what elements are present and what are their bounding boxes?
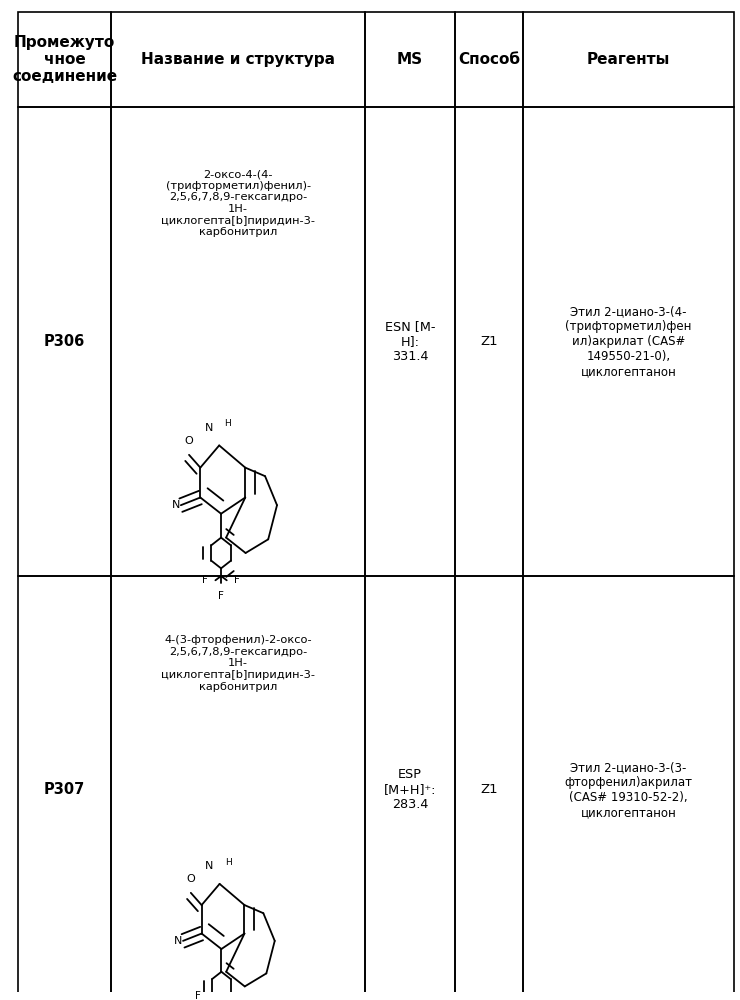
Text: 2-оксо-4-(4-
(трифторметил)фенил)-
2,5,6,7,8,9-гексагидро-
1H-
циклогепта[b]пири: 2-оксо-4-(4- (трифторметил)фенил)- 2,5,6…: [161, 169, 315, 237]
Text: MS: MS: [397, 52, 423, 67]
Text: O: O: [185, 436, 193, 446]
Bar: [111, 107, 366, 576]
Text: O: O: [186, 874, 195, 884]
Bar: [18, 107, 111, 576]
Text: Реагенты: Реагенты: [587, 52, 670, 67]
Bar: [111, 576, 366, 1000]
Text: Z1: Z1: [480, 335, 498, 348]
Bar: [523, 576, 734, 1000]
Text: P306: P306: [44, 334, 85, 349]
Bar: [366, 107, 455, 576]
Text: Этил 2-циано-3-(3-
фторфенил)акрилат
(CAS# 19310-52-2),
циклогептанон: Этил 2-циано-3-(3- фторфенил)акрилат (CA…: [565, 761, 693, 819]
Text: F: F: [202, 575, 208, 585]
Bar: [455, 107, 523, 576]
Text: F: F: [195, 991, 201, 1000]
Bar: [18, 12, 111, 107]
Text: Промежуто
чное
соединение: Промежуто чное соединение: [12, 35, 117, 84]
Bar: [523, 12, 734, 107]
Bar: [366, 12, 455, 107]
Text: N: N: [172, 500, 180, 510]
Bar: [455, 12, 523, 107]
Text: N: N: [205, 423, 213, 433]
Text: H: H: [225, 858, 232, 867]
Bar: [18, 576, 111, 1000]
Bar: [366, 576, 455, 1000]
Text: N: N: [174, 936, 182, 946]
Text: Этил 2-циано-3-(4-
(трифторметил)фен
ил)акрилат (CAS#
149550-21-0),
циклогептано: Этил 2-циано-3-(4- (трифторметил)фен ил)…: [565, 305, 692, 378]
Text: 4-(3-фторфенил)-2-оксо-
2,5,6,7,8,9-гексагидро-
1H-
циклогепта[b]пиридин-3-
карб: 4-(3-фторфенил)-2-оксо- 2,5,6,7,8,9-гекс…: [161, 635, 315, 692]
Text: N: N: [205, 861, 214, 871]
Text: H: H: [224, 419, 232, 428]
Text: Способ: Способ: [458, 52, 519, 67]
Bar: [523, 107, 734, 576]
Text: F: F: [234, 575, 240, 585]
Text: Название и структура: Название и структура: [141, 52, 335, 67]
Text: F: F: [218, 591, 224, 601]
Text: ESN [M-
H]:
331.4: ESN [M- H]: 331.4: [385, 320, 435, 363]
Text: P307: P307: [44, 782, 85, 797]
Text: Z1: Z1: [480, 783, 498, 796]
Bar: [455, 576, 523, 1000]
Text: ESP
[M+H]⁺:
283.4: ESP [M+H]⁺: 283.4: [384, 768, 437, 811]
Bar: [111, 12, 366, 107]
